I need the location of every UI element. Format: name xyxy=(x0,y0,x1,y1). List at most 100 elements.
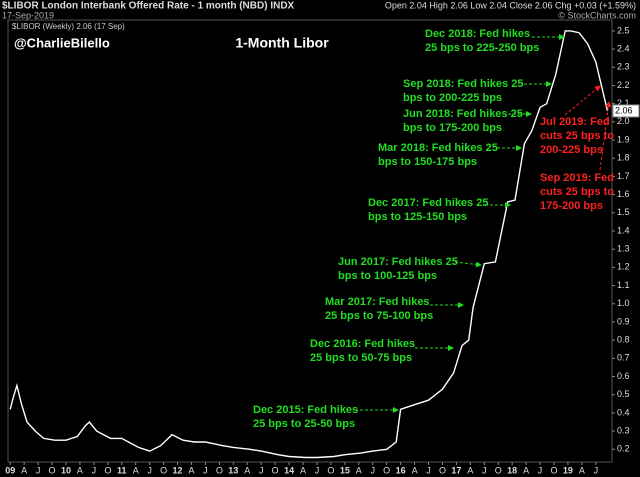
y-tick-label: 2.3 xyxy=(617,62,630,72)
x-tick-label: J xyxy=(594,465,599,475)
y-tick-label: 2.5 xyxy=(617,25,630,35)
source: © StockCharts.com xyxy=(558,10,636,20)
x-tick-label: J xyxy=(92,465,97,475)
y-tick-label: 1.2 xyxy=(617,262,630,272)
annotation-text: 25 bps to 75-100 bps xyxy=(325,310,433,322)
x-tick-label: O xyxy=(272,465,279,475)
y-tick-label: 0.9 xyxy=(617,316,630,326)
annotation-text: Mar 2018: Fed hikes 25 xyxy=(378,142,498,154)
x-tick-label: A xyxy=(244,465,250,475)
y-tick-label: 0.4 xyxy=(617,407,630,417)
x-tick-label: O xyxy=(550,465,557,475)
x-tick-label: A xyxy=(356,465,362,475)
annotation-text: cuts 25 bps to xyxy=(540,186,614,198)
x-tick-label: O xyxy=(383,465,390,475)
y-tick-label: 1.4 xyxy=(617,225,630,235)
x-tick-label: 14 xyxy=(284,465,294,475)
x-tick-label: O xyxy=(216,465,223,475)
annotation-text: Dec 2017: Fed hikes 25 xyxy=(368,197,488,209)
annotation-text: Jun 2017: Fed hikes 25 xyxy=(338,256,458,268)
y-tick-label: 1.6 xyxy=(617,189,630,199)
x-tick-label: J xyxy=(203,465,208,475)
x-tick-label: J xyxy=(259,465,264,475)
annotation-arrow xyxy=(564,85,601,116)
date: 17-Sep-2019 xyxy=(2,10,54,20)
x-tick-label: A xyxy=(21,465,27,475)
x-tick-label: A xyxy=(579,465,585,475)
x-tick-label: 12 xyxy=(173,465,183,475)
y-tick-label: 2.1 xyxy=(617,98,630,108)
y-tick-label: 0.8 xyxy=(617,335,630,345)
x-tick-label: A xyxy=(133,465,139,475)
annotation-arrow xyxy=(599,101,612,171)
annotation-text: 175-200 bps xyxy=(540,200,603,212)
x-tick-label: O xyxy=(327,465,334,475)
x-tick-label: 17 xyxy=(451,465,461,475)
annotation-arrow xyxy=(454,261,482,268)
y-tick-label: 1.5 xyxy=(617,207,630,217)
annotation-text: Dec 2016: Fed hikes xyxy=(310,338,415,350)
x-tick-label: 10 xyxy=(61,465,71,475)
x-tick-label: J xyxy=(147,465,152,475)
quote: Open 2.04 High 2.06 Low 2.04 Close 2.06 … xyxy=(385,0,636,10)
legend-entry: $LIBOR (Weekly) 2.06 (17 Sep) xyxy=(12,22,125,31)
annotation-text: 25 bps to 225-250 bps xyxy=(425,42,539,54)
y-tick-label: 2.4 xyxy=(617,43,630,53)
annotation-text: 25 bps to 25-50 bps xyxy=(253,418,355,430)
y-tick-label: 1.7 xyxy=(617,171,630,181)
y-tick-label: 0.3 xyxy=(617,425,630,435)
x-tick-label: 11 xyxy=(117,465,127,475)
annotation-text: bps to 100-125 bps xyxy=(338,270,437,282)
y-tick-label: 0.2 xyxy=(617,444,630,454)
x-tick-label: O xyxy=(49,465,56,475)
x-tick-label: 09 xyxy=(5,465,15,475)
y-tick-label: 1.9 xyxy=(617,134,630,144)
annotation-text: Mar 2017: Fed hikes xyxy=(325,296,430,308)
author: @CharlieBilello xyxy=(14,35,110,50)
annotation-text: Dec 2018: Fed hikes xyxy=(425,28,530,40)
x-tick-label: 15 xyxy=(340,465,350,475)
x-tick-label: J xyxy=(426,465,431,475)
annotation-text: Sep 2019: Fed xyxy=(540,172,614,184)
x-tick-label: J xyxy=(482,465,487,475)
y-tick-label: 0.7 xyxy=(617,353,630,363)
y-tick-label: 1.1 xyxy=(617,280,630,290)
y-tick-label: 0.6 xyxy=(617,371,630,381)
plot-area xyxy=(7,19,613,463)
annotation-text: 25 bps to 50-75 bps xyxy=(310,352,412,364)
y-tick-label: 1.8 xyxy=(617,153,630,163)
y-tick-label: 1.0 xyxy=(617,298,630,308)
x-tick-label: O xyxy=(160,465,167,475)
annotation-text: bps to 125-150 bps xyxy=(368,211,467,223)
x-tick-label: J xyxy=(315,465,320,475)
last-value-box xyxy=(612,104,640,118)
annotation-text: bps to 150-175 bps xyxy=(378,156,477,168)
annotation-text: bps to 175-200 bps xyxy=(403,122,502,134)
x-tick-label: 18 xyxy=(507,465,517,475)
annotation-text: cuts 25 bps to xyxy=(540,130,614,142)
chart-title: 1-Month Libor xyxy=(235,35,329,51)
x-tick-label: J xyxy=(370,465,375,475)
last-value-label: 2.06 xyxy=(615,105,633,115)
annotation-text: Jun 2018: Fed hikes 25 xyxy=(403,108,523,120)
symbol-header: $LIBOR London Interbank Offered Rate - 1… xyxy=(2,1,295,12)
x-tick-label: 13 xyxy=(228,465,238,475)
line xyxy=(9,30,609,459)
x-tick-label: A xyxy=(467,465,473,475)
x-tick-label: A xyxy=(77,465,83,475)
y-tick-label: 2.0 xyxy=(617,116,630,126)
annotation-text: Jul 2019: Fed xyxy=(540,116,610,128)
x-tick-label: 19 xyxy=(563,465,573,475)
x-tick-label: A xyxy=(412,465,418,475)
x-tick-label: A xyxy=(300,465,306,475)
annotation-text: Sep 2018: Fed hikes 25 xyxy=(403,78,523,90)
y-tick-label: 0.5 xyxy=(617,389,630,399)
annotation-text: bps to 200-225 bps xyxy=(403,92,502,104)
x-tick-label: O xyxy=(495,465,502,475)
x-tick-label: J xyxy=(538,465,543,475)
y-tick-label: 1.3 xyxy=(617,244,630,254)
x-tick-label: J xyxy=(36,465,41,475)
x-tick-label: O xyxy=(104,465,111,475)
